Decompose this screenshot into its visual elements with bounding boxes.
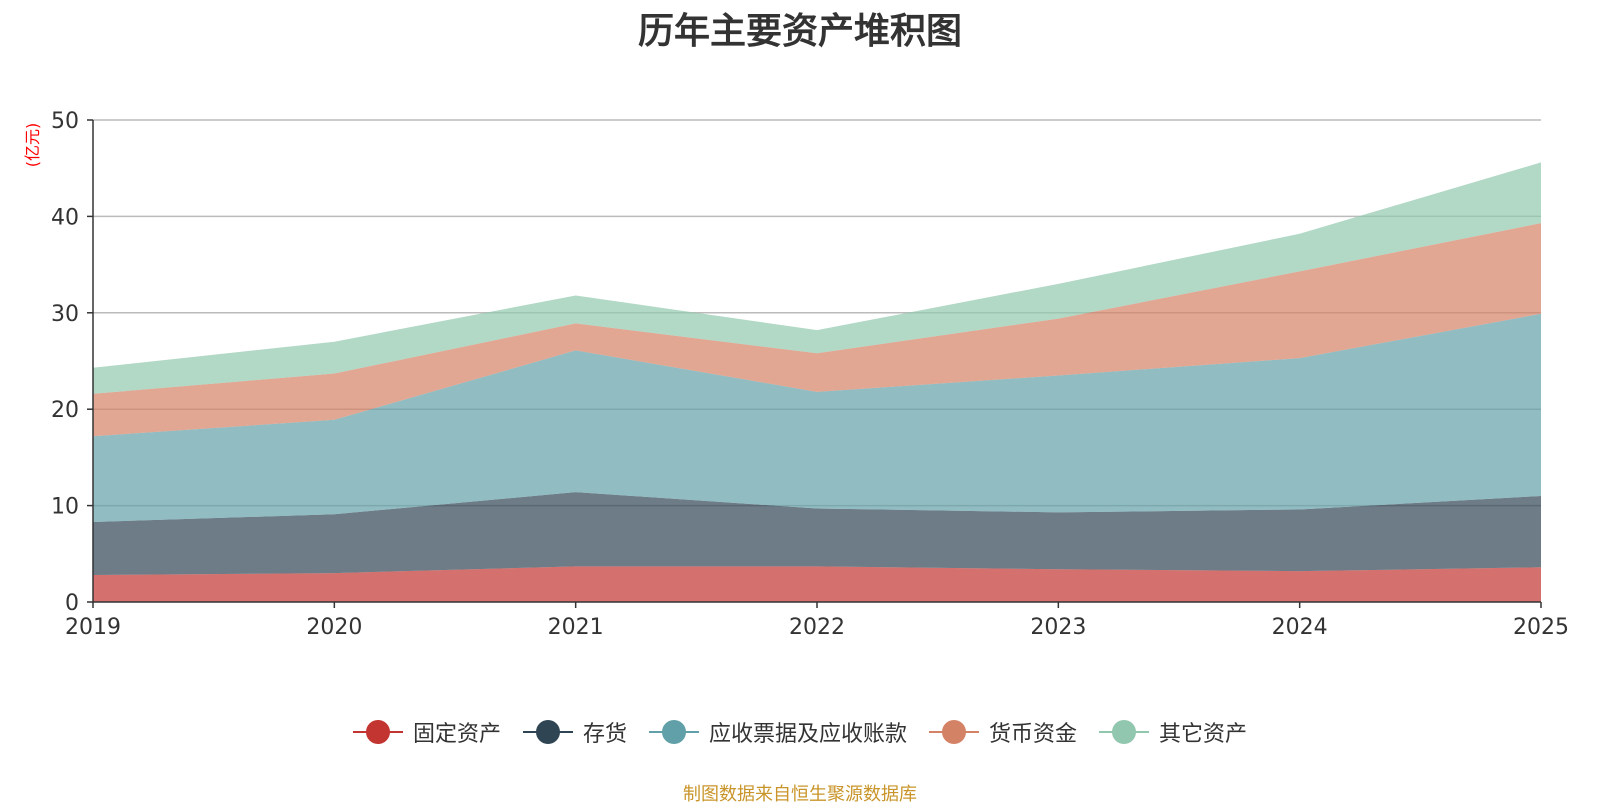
y-tick-label: 20	[51, 398, 79, 423]
area-series-1	[93, 492, 1541, 576]
y-axis-label: (亿元)	[23, 123, 42, 168]
legend-item[interactable]: 应收票据及应收账款	[648, 716, 907, 748]
legend-label: 应收票据及应收账款	[708, 722, 907, 747]
legend-marker-icon	[648, 720, 699, 744]
y-tick-label: 10	[51, 495, 79, 520]
legend-label: 其它资产	[1159, 722, 1248, 747]
y-tick-label: 0	[65, 591, 79, 616]
y-tick-label: 30	[51, 302, 79, 327]
area-series-2	[93, 313, 1541, 522]
axes: 0 10 20 30 40 50 2019 2020 2021 2022 2023 2024 2025	[51, 109, 1569, 640]
legend: 固定资产 存货 应收票据及应收账款 货币资金 其它资产	[0, 716, 1600, 748]
x-tick-label: 2019	[65, 615, 121, 640]
legend-marker-icon	[352, 720, 403, 744]
legend-marker-icon	[1099, 720, 1150, 744]
legend-item[interactable]: 其它资产	[1099, 716, 1247, 748]
y-tick-label: 40	[51, 205, 79, 230]
x-tick-label: 2020	[306, 615, 362, 640]
x-tick-label: 2021	[548, 615, 604, 640]
legend-marker-icon	[522, 720, 573, 744]
x-tick-label: 2025	[1513, 615, 1569, 640]
legend-item[interactable]: 货币资金	[929, 716, 1077, 748]
x-tick-label: 2024	[1272, 615, 1328, 640]
x-tick-label: 2023	[1030, 615, 1086, 640]
chart-title: 历年主要资产堆积图	[637, 11, 962, 52]
legend-label: 货币资金	[989, 722, 1078, 747]
legend-label: 固定资产	[412, 722, 501, 747]
legend-marker-icon	[929, 720, 979, 744]
area-series-3	[93, 223, 1541, 437]
x-tick-label: 2022	[789, 615, 845, 640]
area-series	[93, 162, 1541, 602]
legend-item[interactable]: 存货	[522, 716, 627, 748]
legend-label: 存货	[582, 722, 627, 747]
source-note: 制图数据来自恒生聚源数据库	[683, 784, 917, 805]
area-series-4	[93, 162, 1541, 394]
area-series-0	[93, 566, 1541, 602]
y-tick-label: 50	[51, 109, 79, 134]
legend-item[interactable]: 固定资产	[352, 716, 501, 748]
